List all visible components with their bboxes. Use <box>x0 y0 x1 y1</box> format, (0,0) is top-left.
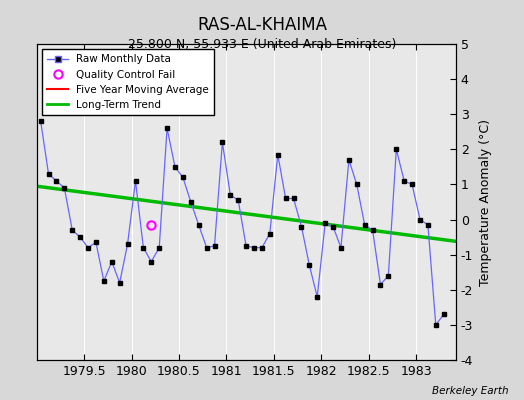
Text: RAS-AL-KHAIMA: RAS-AL-KHAIMA <box>197 16 327 34</box>
Y-axis label: Temperature Anomaly (°C): Temperature Anomaly (°C) <box>478 118 492 286</box>
Legend: Raw Monthly Data, Quality Control Fail, Five Year Moving Average, Long-Term Tren: Raw Monthly Data, Quality Control Fail, … <box>42 49 214 115</box>
Text: Berkeley Earth: Berkeley Earth <box>432 386 508 396</box>
Text: 25.800 N, 55.933 E (United Arab Emirates): 25.800 N, 55.933 E (United Arab Emirates… <box>128 38 396 51</box>
